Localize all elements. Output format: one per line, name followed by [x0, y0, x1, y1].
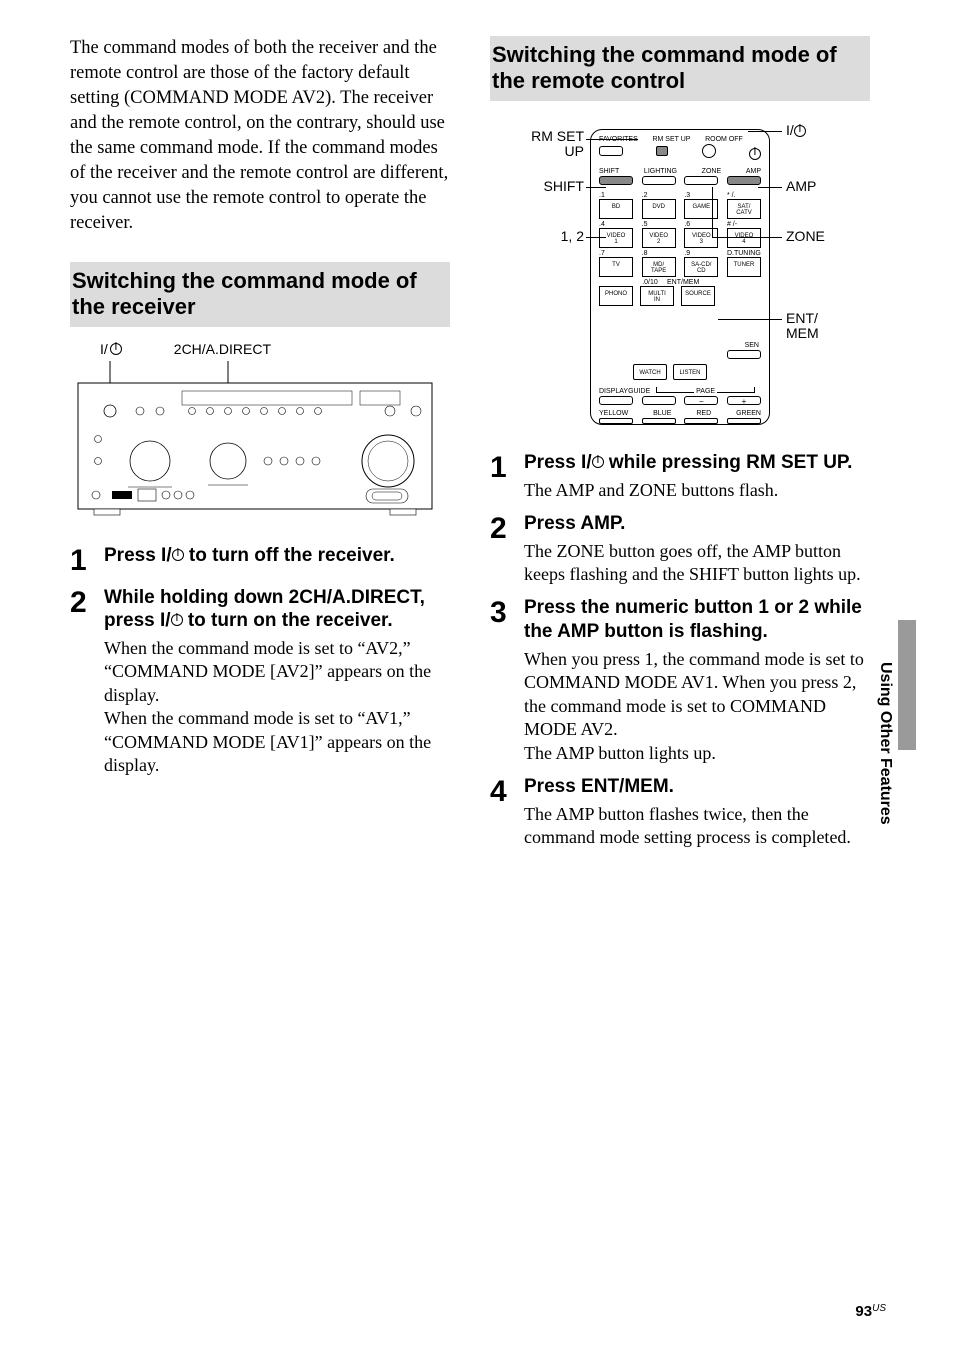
page-number: 93US [855, 1303, 886, 1320]
step-title: Press ENT/MEM. [524, 775, 870, 799]
left-column: The command modes of both the receiver a… [70, 36, 450, 859]
step: 2 Press AMP. The ZONE button goes off, t… [490, 512, 870, 587]
step: 3 Press the numeric button 1 or 2 while … [490, 596, 870, 764]
label-1-2: 1, 2 [561, 229, 584, 244]
step: 1 Press I/ while pressing RM SET UP. The… [490, 451, 870, 502]
btn [702, 144, 716, 158]
label-rm-setup: RM SET UP [531, 129, 584, 160]
step-title: Press I/ while pressing RM SET UP. [524, 451, 870, 475]
step-title: Press AMP. [524, 512, 870, 536]
right-column: Switching the command mode of the remote… [490, 36, 870, 859]
step-title: Press the numeric button 1 or 2 while th… [524, 596, 870, 644]
remote-steps: 1 Press I/ while pressing RM SET UP. The… [490, 451, 870, 850]
step-number: 3 [490, 596, 524, 764]
step: 2 While holding down 2CH/A.DIRECT, press… [70, 586, 450, 778]
side-tab [898, 620, 916, 750]
power-icon [592, 456, 604, 468]
section-heading-remote: Switching the command mode of the remote… [490, 36, 870, 101]
label-zone: ZONE [786, 229, 825, 244]
label-amp: AMP [786, 179, 816, 194]
btn [656, 146, 668, 156]
side-label: Using Other Features [876, 662, 894, 825]
power-icon [172, 549, 184, 561]
power-icon [749, 145, 761, 157]
step-text: The ZONE button goes off, the AMP button… [524, 540, 870, 587]
step-number: 2 [490, 512, 524, 587]
intro-paragraph: The command modes of both the receiver a… [70, 36, 450, 236]
step-number: 1 [490, 451, 524, 502]
power-icon [171, 614, 183, 626]
label-ent-mem: ENT/ MEM [786, 311, 819, 342]
receiver-steps: 1 Press I/ to turn off the receiver. 2 W… [70, 544, 450, 778]
diagram-label-power: I/ [100, 341, 122, 357]
step-text: The AMP button flashes twice, then the c… [524, 803, 870, 850]
step-number: 1 [70, 544, 104, 576]
step-title: While holding down 2CH/A.DIRECT, press I… [104, 586, 450, 634]
power-icon [110, 343, 122, 355]
step: 1 Press I/ to turn off the receiver. [70, 544, 450, 576]
label-power: I/ [786, 123, 806, 138]
remote-diagram: RM SET UP SHIFT 1, 2 I/ AMP ZONE ENT/ ME… [490, 115, 870, 435]
remote-outline: FAVORITES RM SET UP ROOM OFF x SHIFT LIG… [590, 129, 770, 425]
diagram-label-2ch: 2CH/A.DIRECT [174, 341, 271, 357]
btn [599, 146, 623, 156]
step-text: When the command mode is set to “AV2,” “… [104, 637, 450, 777]
step-title: Press I/ to turn off the receiver. [104, 544, 450, 568]
step-text: When you press 1, the command mode is se… [524, 648, 870, 765]
label-shift: SHIFT [544, 179, 584, 194]
receiver-svg [70, 361, 440, 521]
section-heading-receiver: Switching the command mode of the receiv… [70, 262, 450, 327]
step: 4 Press ENT/MEM. The AMP button flashes … [490, 775, 870, 850]
power-icon [794, 125, 806, 137]
step-text: The AMP and ZONE buttons flash. [524, 479, 870, 502]
receiver-diagram: I/ 2CH/A.DIRECT [70, 341, 450, 526]
step-number: 2 [70, 586, 104, 778]
step-number: 4 [490, 775, 524, 850]
